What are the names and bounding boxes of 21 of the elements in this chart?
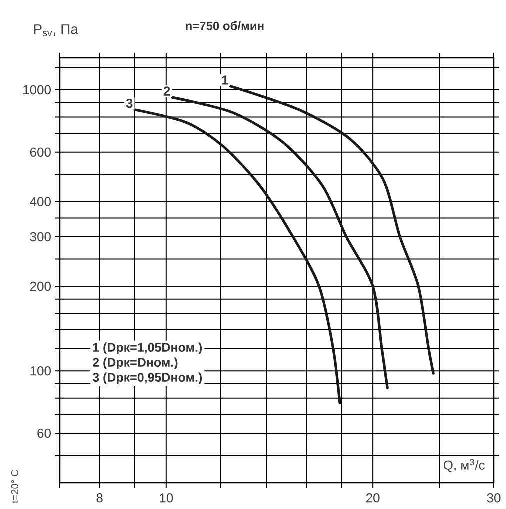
series-label: 1 bbox=[222, 76, 228, 85]
y-tick-label: 60 bbox=[38, 428, 51, 438]
y-tick-label: 300 bbox=[30, 232, 51, 242]
annotation: 3 (Dрк=0,95Dном.) bbox=[92, 372, 202, 384]
series-label: 2 bbox=[164, 86, 170, 96]
x-tick-label: 20 bbox=[366, 494, 380, 503]
chart-title: n=750 об/мин bbox=[186, 21, 264, 30]
x-tick-label: 10 bbox=[160, 494, 174, 503]
y-tick-label: 100 bbox=[30, 366, 51, 376]
y-axis-title: P$_{sv}$, Па bbox=[34, 24, 78, 36]
annotation: 2 (Dрк=Dном.) bbox=[93, 358, 178, 370]
y-tick-label: 600 bbox=[30, 148, 51, 157]
x-tick-label: 8 bbox=[96, 494, 103, 503]
annotation: 1 (Dрк=1,05Dном.) bbox=[93, 342, 202, 354]
y-tick-label: 400 bbox=[30, 197, 51, 206]
x-axis-title: Q, м$^{3}$/с bbox=[444, 459, 485, 472]
y-tick-label: 200 bbox=[30, 282, 51, 292]
x-tick-label: 30 bbox=[487, 494, 501, 503]
y-tick-label: 1000 bbox=[24, 85, 51, 95]
series-label: 3 bbox=[126, 98, 133, 108]
text: t=20° C bbox=[11, 470, 18, 504]
